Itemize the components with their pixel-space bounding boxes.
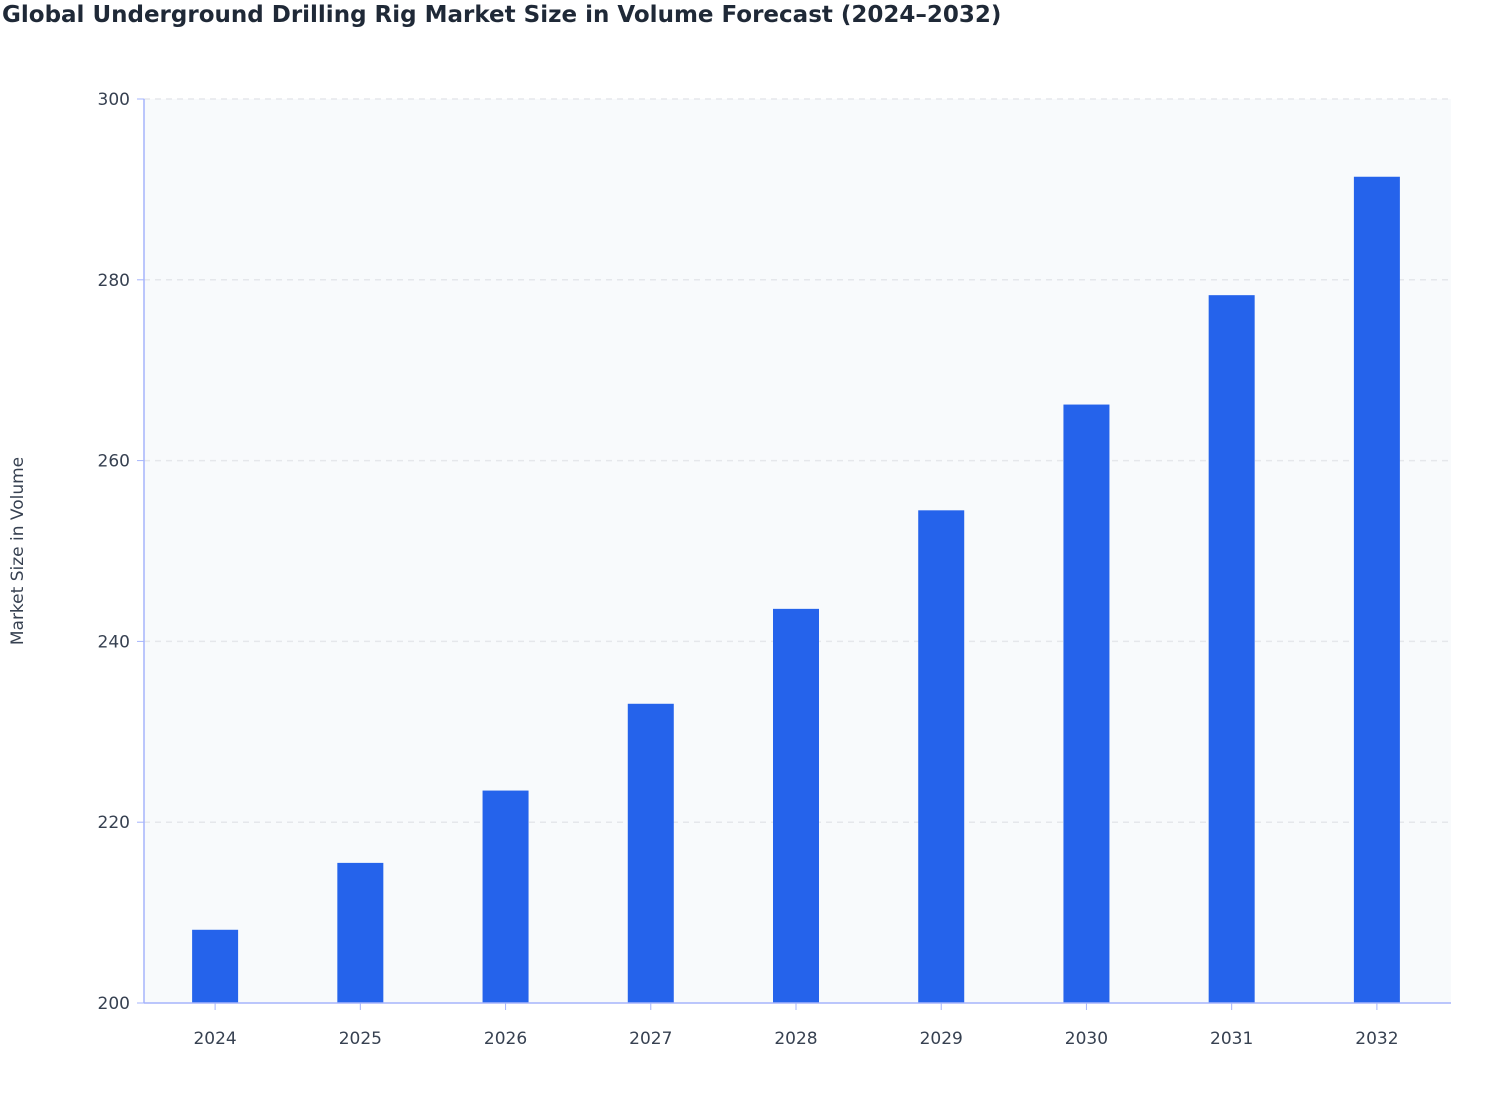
y-tick-label: 260 xyxy=(98,452,130,472)
chart-title: Global Underground Drilling Rig Market S… xyxy=(2,2,1002,28)
bar-2031 xyxy=(1208,295,1255,1004)
x-tick-label: 2028 xyxy=(774,1029,817,1049)
bar-2027 xyxy=(627,703,674,1003)
y-tick-label: 220 xyxy=(98,813,130,833)
bar-2030 xyxy=(1063,404,1110,1003)
x-tick-label: 2031 xyxy=(1210,1029,1253,1049)
bar-2028 xyxy=(773,608,819,1003)
x-tick-label: 2024 xyxy=(193,1029,236,1049)
bar-2026 xyxy=(482,790,529,1003)
bar-2032 xyxy=(1353,176,1400,1003)
x-tick-label: 2025 xyxy=(339,1029,382,1049)
y-tick-label: 200 xyxy=(98,994,130,1014)
x-tick-label: 2030 xyxy=(1065,1029,1108,1049)
x-tick-label: 2032 xyxy=(1355,1029,1398,1049)
y-axis-label: Market Size in Volume xyxy=(8,457,28,645)
y-tick-label: 300 xyxy=(98,90,130,110)
x-tick-label: 2027 xyxy=(629,1029,672,1049)
x-tick-label: 2029 xyxy=(920,1029,963,1049)
bar-2025 xyxy=(337,862,384,1003)
y-tick-label: 240 xyxy=(98,632,130,652)
y-tick-label: 280 xyxy=(98,271,130,291)
bar-2029 xyxy=(918,510,965,1003)
bar-2024 xyxy=(192,929,239,1003)
x-tick-label: 2026 xyxy=(484,1029,527,1049)
